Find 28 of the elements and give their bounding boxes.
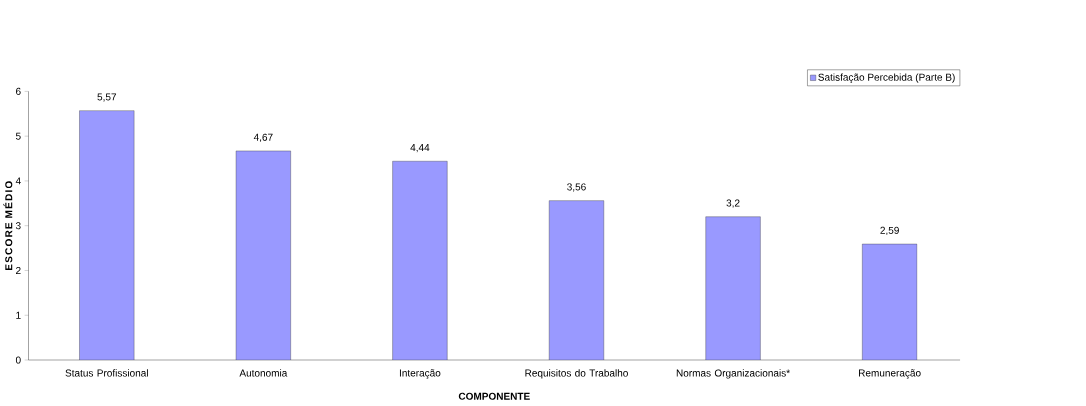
bar <box>79 110 135 360</box>
data-label: 3,56 <box>567 183 586 192</box>
bar <box>235 150 291 360</box>
x-axis-title: COMPONENTE <box>458 392 530 400</box>
bar <box>705 216 761 360</box>
data-label: 2,59 <box>880 226 899 236</box>
y-tick-label: 6 <box>16 87 21 95</box>
data-label: 5,57 <box>97 93 117 102</box>
x-tick-label: Normas Organizacionais* <box>676 369 790 379</box>
x-tick-label: Autonomia <box>239 369 288 377</box>
data-label: 4,67 <box>253 133 273 142</box>
y-tick-label: 1 <box>16 311 21 319</box>
y-tick-label: 2 <box>16 266 21 274</box>
data-label: 4,44 <box>410 144 430 153</box>
y-tick-label: 3 <box>15 222 21 230</box>
bar <box>862 243 918 360</box>
y-tick-label: 0 <box>15 356 21 364</box>
x-tick-label: Interação <box>399 369 441 379</box>
y-axis-title: ESCORE MÉDIO <box>3 181 13 270</box>
data-label: 3,2 <box>726 199 740 208</box>
bar <box>549 200 604 360</box>
y-tick-label: 4 <box>15 177 21 185</box>
bar <box>392 160 448 360</box>
legend-label: Satisfação Percebida (Parte B) <box>818 73 955 83</box>
x-tick-label: Requisitos do Trabalho <box>525 369 628 379</box>
y-tick-label: 5 <box>15 132 21 140</box>
x-tick-label: Status Profissional <box>65 369 148 377</box>
x-tick-label: Remuneração <box>859 369 921 379</box>
